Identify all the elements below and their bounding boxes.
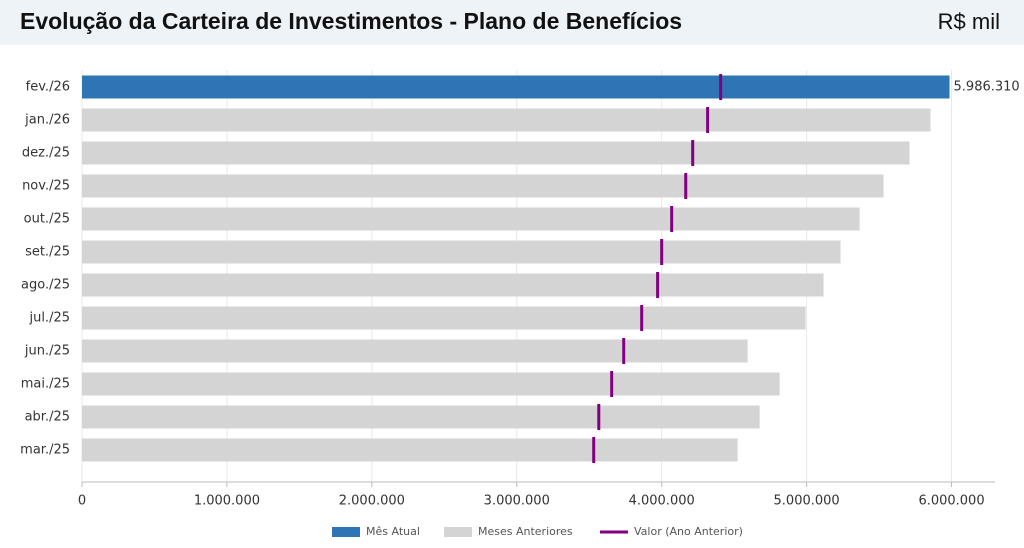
x-tick-label: 1.000.000	[194, 494, 260, 509]
legend-label: Mês Atual	[366, 525, 420, 538]
bar	[82, 141, 910, 165]
y-tick-label: mai./25	[21, 377, 70, 392]
legend-label: Valor (Ano Anterior)	[634, 525, 743, 538]
unit-label: R$ mil	[938, 9, 1000, 34]
bar	[82, 207, 860, 231]
header-band	[0, 0, 1024, 45]
x-tick-label: 6.000.000	[918, 494, 984, 509]
y-tick-label: jan./26	[24, 113, 70, 128]
bar	[82, 339, 748, 363]
bar	[82, 438, 738, 462]
bar	[82, 273, 824, 297]
bar	[82, 306, 806, 330]
bar	[82, 372, 780, 396]
x-tick-label: 4.000.000	[629, 494, 695, 509]
y-tick-label: nov./25	[22, 179, 70, 194]
legend-swatch	[332, 527, 360, 537]
chart-title: Evolução da Carteira de Investimentos - …	[20, 8, 682, 34]
bar	[82, 240, 841, 264]
y-tick-label: fev./26	[26, 80, 70, 95]
y-tick-label: out./25	[24, 212, 70, 227]
y-tick-label: jul./25	[28, 311, 70, 326]
y-tick-label: jun./25	[24, 344, 70, 359]
data-label: 5.986.310	[954, 80, 1020, 95]
bar	[82, 405, 760, 429]
y-tick-label: ago./25	[21, 278, 70, 293]
y-tick-label: set./25	[25, 245, 70, 260]
bar	[82, 108, 931, 132]
x-tick-label: 3.000.000	[484, 494, 550, 509]
x-tick-label: 5.000.000	[774, 494, 840, 509]
bar	[82, 174, 884, 198]
y-tick-label: mar./25	[20, 443, 70, 458]
legend-swatch	[444, 527, 472, 537]
y-tick-label: dez./25	[22, 146, 70, 161]
x-tick-label: 0	[78, 494, 86, 509]
y-tick-label: abr./25	[25, 410, 70, 425]
x-tick-label: 2.000.000	[339, 494, 405, 509]
legend-label: Meses Anteriores	[478, 525, 573, 538]
bar	[82, 75, 950, 99]
